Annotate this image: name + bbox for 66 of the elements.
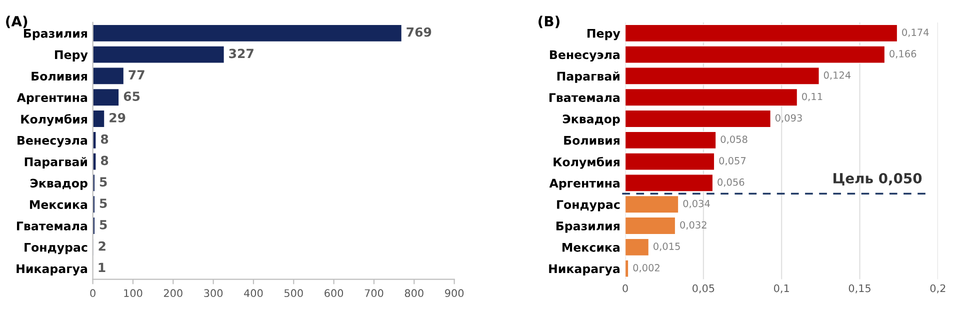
- x-tick-label: 400: [244, 289, 263, 298]
- x-tick-label: 200: [164, 289, 182, 298]
- y-tick-label: Гондурас: [557, 200, 620, 212]
- y-tick-label: Никарагуа: [549, 264, 620, 276]
- x-tick-label: 0,05: [692, 284, 714, 294]
- x-tick-label: 600: [324, 289, 344, 298]
- data-label: 2: [98, 241, 106, 251]
- y-tick-label: Парагвай: [557, 71, 620, 83]
- data-label: 0,174: [902, 28, 929, 37]
- y-tick-label: Гватемала: [549, 93, 620, 102]
- data-label: 0,015: [654, 242, 680, 251]
- data-label: 29: [110, 112, 126, 122]
- data-label: 5: [100, 177, 107, 187]
- chart-title: (A): [6, 16, 28, 28]
- data-label: 0,056: [718, 178, 744, 187]
- x-tick-label: 0,15: [848, 284, 870, 294]
- y-tick-label: Парагвай: [24, 157, 87, 169]
- data-label: 0,057: [719, 157, 746, 166]
- data-label: 1: [98, 262, 106, 272]
- data-label: 769: [406, 27, 432, 37]
- x-tick-label: 0: [90, 289, 96, 298]
- data-label: 5: [100, 220, 107, 230]
- x-tick-label: 900: [445, 289, 464, 298]
- x-tick-label: 0,2: [930, 284, 946, 294]
- x-tick-label: 800: [404, 289, 424, 298]
- y-tick-label: Эквадор: [30, 178, 88, 190]
- x-tick-label: 100: [124, 289, 142, 298]
- y-tick-label: Колумбия: [21, 114, 87, 126]
- data-label: 0,124: [824, 71, 851, 80]
- data-label: 0,166: [890, 50, 916, 58]
- y-tick-label: Колумбия: [554, 156, 620, 169]
- y-tick-label: Аргентина: [16, 93, 88, 104]
- data-label: 0,032: [680, 221, 706, 230]
- data-label: 0,093: [775, 114, 802, 123]
- y-tick-label: Никарагуа: [16, 264, 88, 276]
- annotation: Цель 0,050: [834, 172, 922, 186]
- y-tick-label: Бразилия: [24, 29, 87, 40]
- data-label: 0,034: [683, 200, 710, 208]
- chart-title: (B): [538, 16, 560, 28]
- x-tick-label: 0,1: [774, 284, 789, 294]
- y-tick-label: Аргентина: [549, 178, 620, 190]
- y-tick-label: Мексика: [30, 200, 88, 210]
- y-tick-label: Перу: [587, 29, 620, 40]
- data-label: 8: [100, 156, 108, 166]
- data-label: 65: [124, 92, 140, 101]
- x-tick-label: 0: [622, 284, 628, 292]
- y-tick-label: Мексика: [562, 243, 620, 252]
- x-tick-label: 500: [284, 289, 303, 298]
- x-tick-label: 300: [204, 289, 223, 298]
- y-tick-label: Бразилия: [556, 222, 620, 233]
- y-tick-label: Эквадор: [562, 114, 620, 126]
- data-label: 327: [229, 48, 254, 58]
- data-label: 0,11: [802, 92, 822, 102]
- x-tick-label: 700: [364, 289, 384, 298]
- y-tick-label: Гватемала: [17, 222, 88, 230]
- y-tick-label: Венесуэла: [18, 136, 88, 148]
- y-tick-label: Гондурас: [24, 243, 88, 254]
- data-label: 0,002: [633, 264, 660, 272]
- data-label: 0,058: [720, 136, 748, 144]
- y-tick-label: Боливия: [32, 72, 87, 81]
- data-label: 8: [100, 134, 108, 144]
- y-tick-label: Венесуэла: [550, 50, 620, 62]
- data-label: 5: [100, 198, 107, 208]
- data-label: 77: [128, 70, 144, 80]
- y-tick-label: Перу: [55, 50, 88, 62]
- y-tick-label: Боливия: [564, 136, 620, 145]
